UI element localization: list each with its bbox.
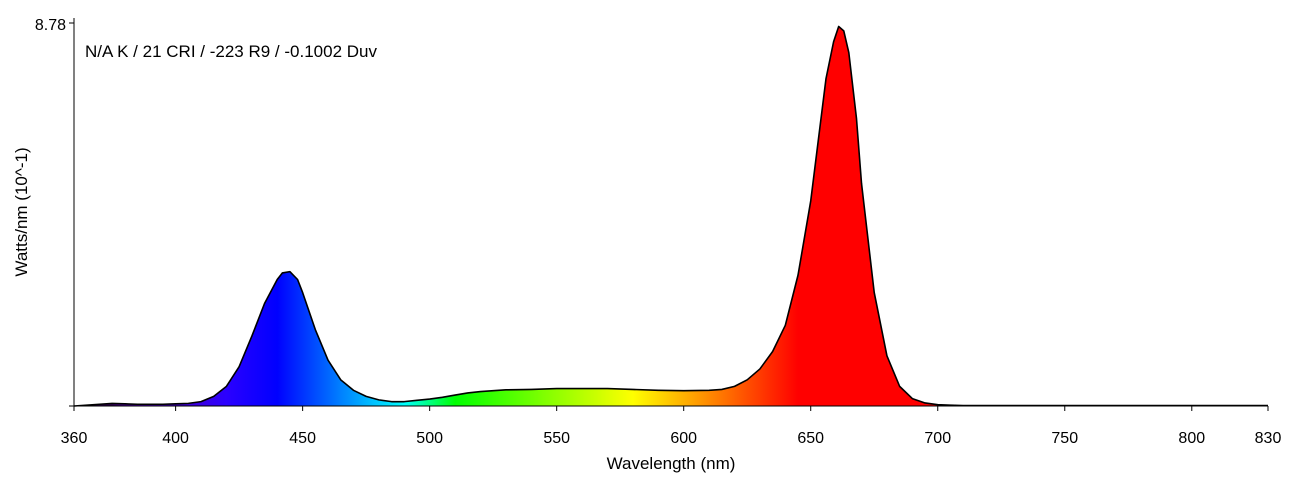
x-axis-ticks: 360 400 450 500 550 600 650 700 750 800 830 [61, 406, 1282, 447]
spectrum-area [74, 26, 1268, 407]
x-tick-label: 450 [289, 430, 316, 447]
spectrum-line [73, 25, 1268, 407]
x-tick-label: 500 [416, 430, 443, 447]
x-tick-label: 650 [797, 430, 824, 447]
x-tick-label: 600 [670, 430, 697, 447]
y-axis-ticks: 8.78 [35, 17, 74, 407]
x-tick-label: 750 [1051, 430, 1078, 447]
x-tick-label: 550 [543, 430, 570, 447]
chart-annotation: N/A K / 21 CRI / -223 R9 / -0.1002 Duv [85, 42, 377, 61]
y-axis-title: Watts/nm (10^-1) [12, 147, 31, 276]
x-tick-label: 400 [162, 430, 189, 447]
plot-area [73, 25, 1268, 407]
x-tick-label: 800 [1178, 430, 1205, 447]
x-tick-label: 360 [61, 430, 88, 447]
x-axis-title: Wavelength (nm) [607, 454, 736, 473]
y-tick-label: 8.78 [35, 17, 66, 34]
x-tick-label: 830 [1255, 430, 1282, 447]
x-tick-label: 700 [924, 430, 951, 447]
